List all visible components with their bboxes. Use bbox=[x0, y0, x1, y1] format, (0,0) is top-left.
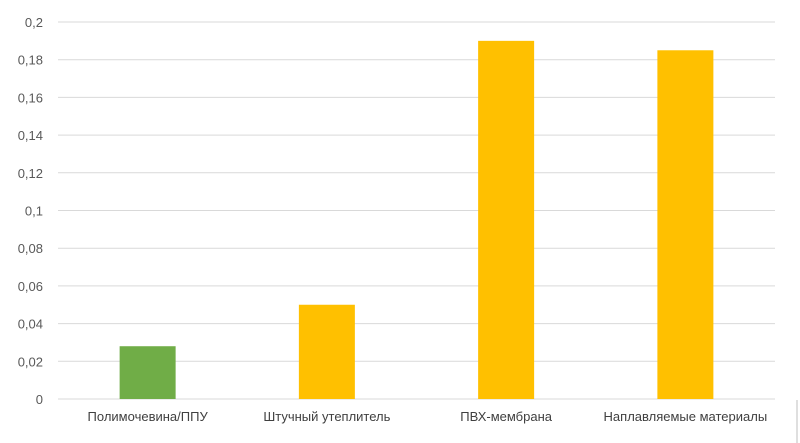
y-tick-label: 0,2 bbox=[25, 15, 43, 30]
y-tick-label: 0,12 bbox=[18, 166, 43, 181]
y-tick-label: 0,02 bbox=[18, 354, 43, 369]
bars bbox=[119, 40, 714, 400]
x-category-label: Штучный утеплитель bbox=[263, 409, 390, 424]
bar-4 bbox=[657, 50, 714, 400]
y-axis-ticks: 0 0,02 0,04 0,06 0,08 0,1 0,12 0,14 0,16 0,18 0,2 bbox=[18, 15, 43, 407]
bar-3 bbox=[478, 40, 535, 399]
y-tick-label: 0,08 bbox=[18, 241, 43, 256]
y-tick-label: 0,06 bbox=[18, 279, 43, 294]
y-tick-label: 0,14 bbox=[18, 128, 43, 143]
x-category-label: Полимочевина/ППУ bbox=[88, 409, 209, 424]
y-tick-label: 0 bbox=[36, 392, 43, 407]
x-category-label: Наплавляемые материалы bbox=[604, 409, 768, 424]
y-tick-label: 0,18 bbox=[18, 53, 43, 68]
bar-2 bbox=[298, 304, 355, 399]
bar-1 bbox=[119, 346, 176, 399]
x-axis-labels: Полимочевина/ППУ Штучный утеплитель ПВХ-ме… bbox=[88, 409, 768, 424]
gridlines bbox=[58, 21, 775, 400]
y-tick-label: 0,16 bbox=[18, 90, 43, 105]
x-category-label: ПВХ-мембрана bbox=[460, 409, 552, 424]
y-tick-label: 0,04 bbox=[18, 317, 43, 332]
y-tick-label: 0,1 bbox=[25, 204, 43, 219]
